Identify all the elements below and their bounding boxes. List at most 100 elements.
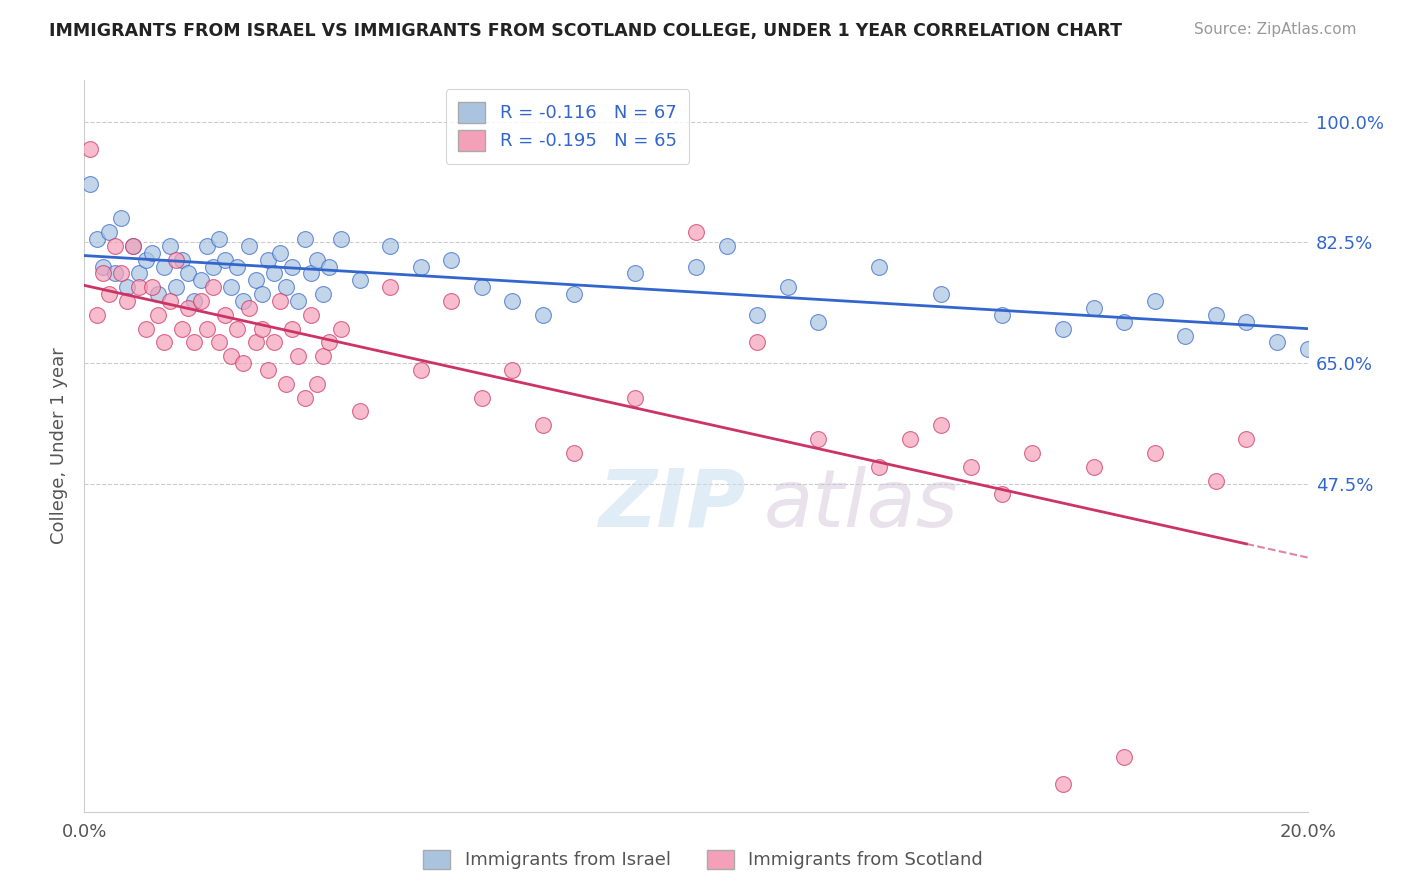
- Point: [440, 294, 463, 309]
- Point: [299, 308, 322, 322]
- Point: [869, 260, 891, 274]
- Point: [929, 418, 952, 433]
- Point: [1021, 446, 1043, 460]
- Point: [115, 294, 138, 309]
- Point: [269, 294, 291, 309]
- Point: [305, 376, 328, 391]
- Point: [287, 294, 309, 309]
- Point: [122, 239, 145, 253]
- Point: [1236, 315, 1258, 329]
- Point: [318, 335, 340, 350]
- Point: [232, 294, 254, 309]
- Point: [1265, 335, 1288, 350]
- Point: [276, 376, 298, 391]
- Point: [172, 252, 194, 267]
- Point: [409, 363, 432, 377]
- Point: [960, 459, 983, 474]
- Point: [807, 315, 830, 329]
- Point: [991, 308, 1014, 322]
- Point: [1143, 446, 1166, 460]
- Point: [1205, 474, 1227, 488]
- Point: [159, 239, 181, 253]
- Point: [562, 446, 585, 460]
- Point: [104, 239, 127, 253]
- Point: [219, 280, 242, 294]
- Point: [471, 280, 494, 294]
- Point: [238, 239, 260, 253]
- Point: [1052, 777, 1074, 791]
- Point: [502, 363, 524, 377]
- Point: [276, 280, 298, 294]
- Point: [1174, 328, 1197, 343]
- Point: [716, 239, 738, 253]
- Point: [190, 273, 212, 287]
- Point: [195, 239, 218, 253]
- Point: [1114, 749, 1136, 764]
- Point: [79, 177, 101, 191]
- Legend: Immigrants from Israel, Immigrants from Scotland: Immigrants from Israel, Immigrants from …: [413, 840, 993, 879]
- Point: [409, 260, 432, 274]
- Point: [97, 287, 120, 301]
- Point: [1083, 459, 1105, 474]
- Point: [245, 273, 267, 287]
- Point: [232, 356, 254, 370]
- Point: [294, 391, 316, 405]
- Point: [685, 225, 707, 239]
- Point: [305, 252, 328, 267]
- Point: [747, 308, 769, 322]
- Legend: R = -0.116   N = 67, R = -0.195   N = 65: R = -0.116 N = 67, R = -0.195 N = 65: [446, 89, 689, 163]
- Point: [257, 363, 280, 377]
- Point: [79, 142, 101, 156]
- Text: atlas: atlas: [763, 466, 957, 543]
- Point: [135, 252, 157, 267]
- Point: [502, 294, 524, 309]
- Point: [269, 245, 291, 260]
- Point: [183, 335, 205, 350]
- Point: [1205, 308, 1227, 322]
- Point: [299, 267, 322, 281]
- Y-axis label: College, Under 1 year: College, Under 1 year: [51, 348, 69, 544]
- Point: [776, 280, 799, 294]
- Point: [281, 260, 304, 274]
- Point: [440, 252, 463, 267]
- Point: [1083, 301, 1105, 315]
- Point: [97, 225, 120, 239]
- Point: [624, 267, 647, 281]
- Point: [122, 239, 145, 253]
- Point: [312, 287, 335, 301]
- Point: [201, 280, 224, 294]
- Point: [287, 349, 309, 363]
- Point: [226, 321, 249, 335]
- Point: [312, 349, 335, 363]
- Point: [380, 239, 402, 253]
- Point: [330, 321, 353, 335]
- Point: [219, 349, 242, 363]
- Point: [183, 294, 205, 309]
- Point: [177, 301, 200, 315]
- Point: [128, 280, 150, 294]
- Point: [128, 267, 150, 281]
- Point: [110, 267, 132, 281]
- Point: [807, 432, 830, 446]
- Point: [318, 260, 340, 274]
- Point: [177, 267, 200, 281]
- Point: [165, 280, 187, 294]
- Point: [153, 335, 176, 350]
- Point: [115, 280, 138, 294]
- Point: [471, 391, 494, 405]
- Point: [226, 260, 249, 274]
- Point: [208, 335, 231, 350]
- Point: [929, 287, 952, 301]
- Point: [263, 267, 285, 281]
- Point: [159, 294, 181, 309]
- Point: [86, 308, 108, 322]
- Point: [165, 252, 187, 267]
- Point: [380, 280, 402, 294]
- Text: IMMIGRANTS FROM ISRAEL VS IMMIGRANTS FROM SCOTLAND COLLEGE, UNDER 1 YEAR CORRELA: IMMIGRANTS FROM ISRAEL VS IMMIGRANTS FRO…: [49, 22, 1122, 40]
- Point: [195, 321, 218, 335]
- Point: [250, 321, 273, 335]
- Point: [91, 260, 114, 274]
- Point: [1143, 294, 1166, 309]
- Point: [281, 321, 304, 335]
- Point: [263, 335, 285, 350]
